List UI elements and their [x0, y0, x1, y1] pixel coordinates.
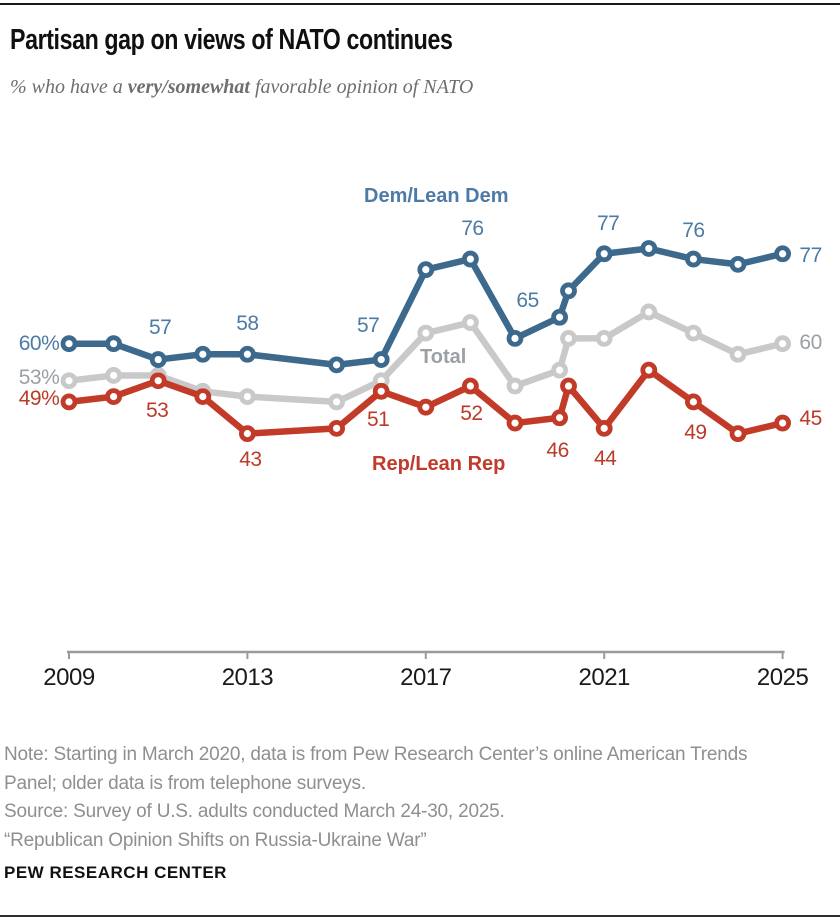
- x-axis-label: 2025: [756, 664, 809, 691]
- bottom-divider: [0, 915, 840, 917]
- value-label: 49%: [18, 386, 60, 410]
- data-point-marker: [417, 261, 435, 279]
- value-label: 60%: [18, 331, 60, 355]
- data-point-marker: [595, 330, 613, 347]
- value-label: 60: [799, 330, 822, 354]
- note-line: Panel; older data is from telephone surv…: [4, 772, 366, 794]
- data-point-marker: [238, 388, 256, 406]
- data-point-marker: [328, 393, 346, 411]
- chart-notes: Note: Starting in March 2020, data is fr…: [4, 741, 824, 855]
- x-axis-label: 2009: [43, 664, 95, 691]
- data-point-marker: [194, 388, 212, 406]
- data-point-marker: [105, 388, 122, 406]
- data-point-marker: [595, 419, 613, 437]
- data-point-marker: [560, 330, 577, 347]
- data-point-marker: [461, 314, 479, 331]
- data-point-marker: [461, 250, 479, 268]
- value-label: 58: [236, 312, 259, 336]
- series-label: Dem/Lean Dem: [364, 185, 509, 207]
- value-label: 76: [461, 217, 484, 241]
- value-label: 43: [239, 447, 262, 471]
- chart-subtitle: % who have a very/somewhat favorable opi…: [10, 76, 810, 99]
- data-point-marker: [461, 377, 479, 395]
- value-label: 51: [367, 408, 390, 432]
- data-point-marker: [372, 382, 390, 400]
- data-point-marker: [417, 398, 435, 416]
- series-label: Rep/Lean Rep: [372, 453, 506, 475]
- data-point-marker: [685, 393, 702, 411]
- note-line: “Republican Opinion Shifts on Russia-Ukr…: [4, 829, 427, 851]
- x-axis-label: 2013: [221, 664, 274, 691]
- note-line: Source: Survey of U.S. adults conducted …: [4, 801, 505, 822]
- data-point-marker: [105, 367, 122, 384]
- data-point-marker: [774, 414, 791, 432]
- note-line: Note: Starting in March 2020, data is fr…: [4, 744, 748, 765]
- nato-favorability-line-chart: 2009 2013 2017 2021 2025 53% 60 60% 57 58 57 76 65 77…: [18, 185, 823, 691]
- data-point-marker: [417, 324, 435, 342]
- value-label: 45: [799, 407, 822, 431]
- value-label: 77: [799, 243, 822, 267]
- data-point-marker: [60, 393, 78, 411]
- data-point-marker: [60, 372, 78, 390]
- data-point-marker: [685, 250, 702, 268]
- data-point-marker: [149, 372, 167, 390]
- data-point-marker: [238, 345, 256, 363]
- value-label: 77: [597, 211, 620, 235]
- data-point-marker: [506, 377, 524, 395]
- data-point-marker: [774, 335, 791, 353]
- x-axis-label: 2017: [400, 664, 452, 691]
- data-point-marker: [640, 361, 658, 379]
- data-point-marker: [774, 245, 791, 263]
- data-point-marker: [595, 245, 613, 263]
- data-point-marker: [729, 345, 747, 363]
- value-label: 76: [682, 219, 705, 243]
- subtitle-post: favorable opinion of NATO: [249, 76, 474, 98]
- value-label: 65: [516, 289, 539, 313]
- pew-research-center-wordmark: PEW RESEARCH CENTER: [4, 863, 227, 882]
- data-point-marker: [729, 255, 747, 273]
- subtitle-pre: % who have a: [10, 76, 128, 98]
- data-point-marker: [729, 425, 747, 443]
- data-point-marker: [506, 414, 524, 432]
- value-label: 52: [460, 402, 483, 426]
- subtitle-bold: very/somewhat: [127, 76, 250, 98]
- value-label: 57: [149, 315, 172, 339]
- data-point-marker: [560, 377, 577, 395]
- data-point-marker: [328, 419, 346, 437]
- line-chart-canvas: [60, 240, 791, 659]
- data-point-marker: [60, 335, 78, 353]
- data-point-marker: [506, 330, 524, 347]
- value-label: 53%: [18, 365, 60, 389]
- data-point-marker: [372, 351, 390, 368]
- data-point-marker: [238, 425, 256, 443]
- data-point-marker: [551, 361, 568, 379]
- series-label: Total: [420, 346, 467, 368]
- data-point-marker: [194, 345, 212, 363]
- data-point-marker: [105, 335, 122, 353]
- value-label: 53: [146, 398, 169, 422]
- chart-title: Partisan gap on views of NATO continues: [10, 24, 453, 56]
- data-point-marker: [551, 308, 568, 326]
- data-point-marker: [640, 240, 658, 257]
- data-point-marker: [685, 324, 702, 342]
- data-point-marker: [560, 282, 577, 300]
- value-label: 49: [684, 420, 707, 444]
- data-point-marker: [640, 303, 658, 321]
- data-point-marker: [551, 409, 568, 427]
- data-point-marker: [149, 351, 167, 368]
- x-axis-label: 2021: [578, 664, 630, 691]
- data-point-marker: [328, 356, 346, 374]
- value-label: 57: [357, 313, 380, 337]
- value-label: 46: [546, 438, 569, 462]
- value-label: 44: [594, 447, 617, 471]
- top-divider: [0, 3, 840, 5]
